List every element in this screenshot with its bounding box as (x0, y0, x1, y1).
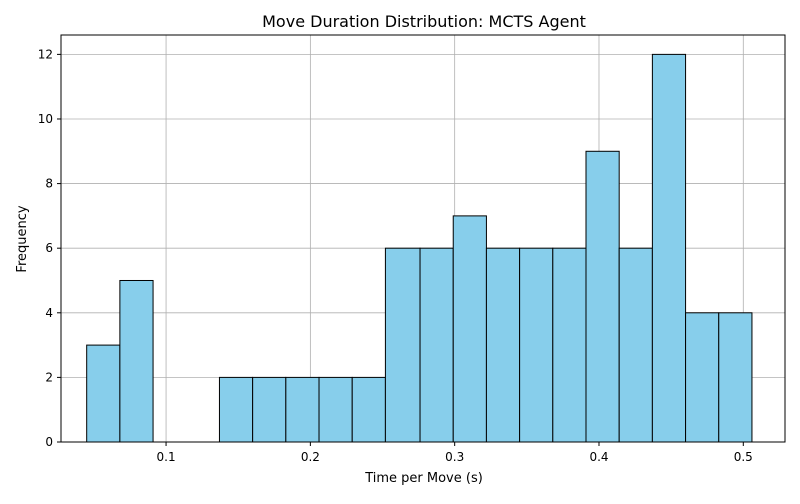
x-axis-label: Time per Move (s) (364, 471, 483, 486)
plot-frame (60, 34, 786, 443)
x-tick-label-2: 0.3 (445, 450, 464, 464)
histogram-bar-5 (252, 376, 287, 443)
histogram-bar-7 (318, 376, 353, 443)
histogram-bar-19 (718, 312, 753, 443)
y-tick-label-1: 2 (45, 370, 53, 384)
histogram-bar-13 (519, 247, 554, 443)
x-tick-label-3: 0.4 (589, 450, 608, 464)
histogram-bar-6 (285, 376, 320, 443)
histogram-bar-0 (86, 344, 121, 443)
histogram-bar-12 (485, 247, 521, 443)
x-tick-label-1: 0.2 (301, 450, 320, 464)
y-tick-label-0: 0 (45, 435, 53, 449)
histogram-bar-9 (384, 247, 421, 443)
histogram-bar-4 (218, 376, 254, 443)
y-tick-label-2: 4 (45, 306, 53, 320)
y-tick-label-6: 12 (38, 47, 53, 61)
x-tick-label-4: 0.5 (734, 450, 753, 464)
histogram-bar-10 (419, 247, 454, 443)
histogram-bar-1 (119, 279, 154, 443)
y-tick-label-4: 8 (45, 177, 53, 191)
y-axis-ticks: 0 2 4 6 8 10 12 (38, 47, 61, 449)
histogram-bar-11 (452, 215, 487, 443)
histogram-bar-15 (585, 150, 620, 443)
histogram-bar-17 (651, 53, 687, 443)
y-tick-label-3: 6 (45, 241, 53, 255)
chart-title: Move Duration Distribution: MCTS Agent (262, 12, 586, 31)
histogram-bar-8 (351, 376, 386, 443)
y-axis-label: Frequency (15, 205, 30, 272)
bars (86, 53, 753, 443)
histogram-bar-16 (618, 247, 653, 443)
x-tick-label-0: 0.1 (157, 450, 176, 464)
y-tick-label-5: 10 (38, 112, 53, 126)
histogram-bar-14 (552, 247, 587, 443)
histogram-bar-18 (685, 312, 720, 443)
x-axis-ticks: 0.1 0.2 0.3 0.4 0.5 (157, 442, 753, 464)
